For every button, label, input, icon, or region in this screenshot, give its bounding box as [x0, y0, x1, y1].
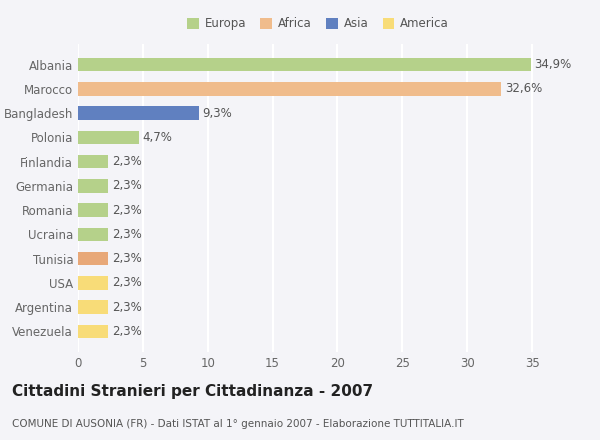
Bar — [78, 203, 108, 217]
Text: 2,3%: 2,3% — [112, 228, 142, 241]
Text: 2,3%: 2,3% — [112, 252, 142, 265]
Text: 2,3%: 2,3% — [112, 301, 142, 314]
Bar — [78, 82, 501, 95]
Text: 2,3%: 2,3% — [112, 155, 142, 168]
Text: 2,3%: 2,3% — [112, 204, 142, 216]
Bar — [78, 179, 108, 193]
Text: 2,3%: 2,3% — [112, 325, 142, 338]
Bar — [78, 155, 108, 169]
Text: COMUNE DI AUSONIA (FR) - Dati ISTAT al 1° gennaio 2007 - Elaborazione TUTTITALIA: COMUNE DI AUSONIA (FR) - Dati ISTAT al 1… — [12, 419, 464, 429]
Bar — [78, 325, 108, 338]
Text: 9,3%: 9,3% — [203, 106, 232, 120]
Text: 2,3%: 2,3% — [112, 276, 142, 290]
Bar — [78, 131, 139, 144]
Bar — [78, 301, 108, 314]
Text: 32,6%: 32,6% — [505, 82, 542, 95]
Bar — [78, 276, 108, 290]
Bar — [78, 106, 199, 120]
Text: Cittadini Stranieri per Cittadinanza - 2007: Cittadini Stranieri per Cittadinanza - 2… — [12, 384, 373, 399]
Legend: Europa, Africa, Asia, America: Europa, Africa, Asia, America — [182, 13, 454, 35]
Text: 2,3%: 2,3% — [112, 180, 142, 192]
Text: 34,9%: 34,9% — [535, 58, 572, 71]
Text: 4,7%: 4,7% — [143, 131, 173, 144]
Bar — [78, 227, 108, 241]
Bar — [78, 252, 108, 265]
Bar — [78, 58, 531, 71]
